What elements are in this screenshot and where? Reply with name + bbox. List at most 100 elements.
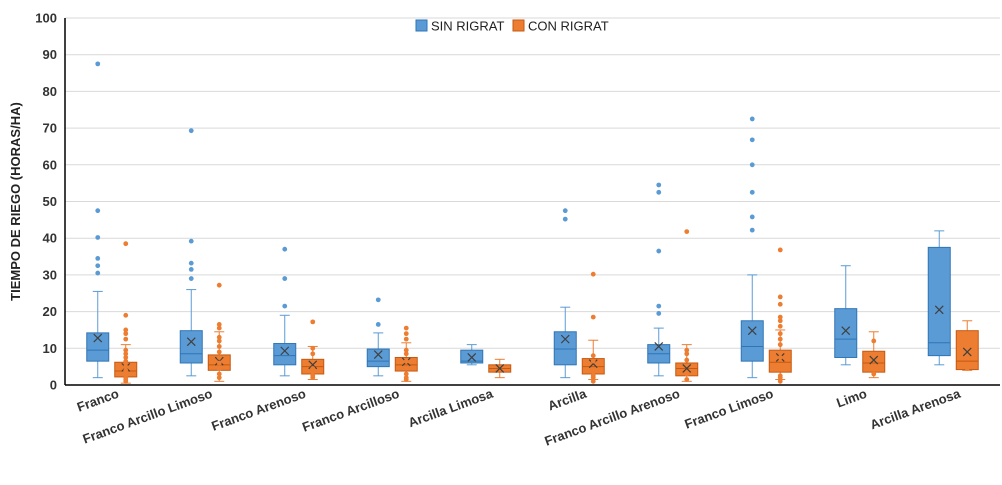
box-sin-rigrat-franco-arcillo-arenoso (647, 182, 671, 377)
mean-marker (962, 347, 972, 357)
outlier-point (310, 369, 316, 375)
outlier-point (403, 336, 409, 342)
outlier-point (590, 369, 596, 375)
outlier-point (95, 263, 101, 269)
outlier-point (95, 235, 101, 240)
outlier-point (964, 338, 970, 344)
gridlines (65, 17, 1000, 349)
box-sin-rigrat-franco-limoso (740, 116, 764, 379)
outlier-point (188, 128, 194, 134)
box-iqr (862, 350, 886, 373)
outlier-point (123, 358, 129, 364)
outlier-point (123, 331, 129, 337)
box-iqr (460, 349, 484, 364)
box-iqr (834, 308, 858, 358)
box-sin-rigrat-limo (834, 265, 858, 366)
mean-marker (588, 359, 598, 369)
outlier-point (188, 238, 194, 244)
y-tick-label: 50 (43, 194, 57, 209)
mean-marker (373, 350, 383, 359)
outlier-point (216, 338, 222, 344)
outlier-point (123, 367, 129, 373)
outlier-point (123, 241, 129, 247)
outlier-point (282, 246, 288, 252)
outlier-point (403, 347, 409, 353)
outlier-point (562, 208, 568, 214)
outlier-point (123, 375, 129, 381)
outlier-point (964, 366, 970, 371)
mean-marker (186, 337, 196, 347)
outlier-point (188, 276, 194, 281)
outlier-point (590, 271, 596, 277)
outlier-point (403, 351, 409, 357)
y-tick-label: 60 (43, 157, 57, 172)
outlier-point (123, 347, 129, 353)
outlier-point (871, 338, 877, 344)
box-iqr (768, 349, 792, 373)
box-sin-rigrat-franco (86, 61, 110, 379)
y-tick-label: 70 (43, 121, 57, 136)
y-tick-label: 30 (43, 267, 57, 282)
outlier-point (749, 189, 755, 195)
outlier-point (777, 294, 783, 300)
outlier-point (777, 355, 783, 360)
outlier-point (777, 373, 783, 379)
outlier-point (684, 229, 690, 234)
outlier-point (282, 276, 288, 281)
box-con-rigrat-franco-limoso (768, 247, 792, 384)
y-tick-label: 90 (43, 47, 57, 62)
y-axis-ticks: 0 10 20 30 40 50 60 70 80 90 100 (35, 11, 57, 393)
mean-marker (308, 360, 318, 370)
outlier-point (777, 323, 783, 329)
outlier-point (403, 371, 409, 377)
outlier-point (95, 270, 101, 276)
outlier-point (310, 373, 316, 379)
x-tick-label: Franco Arcilloso (300, 386, 401, 435)
outlier-point (216, 360, 222, 366)
x-tick-label: Franco Arenoso (209, 386, 307, 434)
box-iqr (394, 356, 418, 372)
y-axis-label: TIEMPO DE RIEGO (HORAS/HA) (8, 102, 23, 301)
box-sin-rigrat-arcilla-limosa (460, 344, 484, 366)
outlier-point (403, 366, 409, 371)
mean-marker (747, 326, 757, 336)
outlier-point (684, 351, 690, 357)
outlier-point (123, 364, 129, 370)
outlier-point (656, 189, 662, 195)
box-sin-rigrat-franco-arcillo-limoso (179, 128, 203, 377)
box-iqr (273, 343, 297, 366)
outlier-point (95, 208, 101, 214)
outlier-point (777, 247, 783, 253)
outlier-point (123, 351, 129, 357)
outlier-point (123, 355, 129, 360)
legend-swatch-sin-rigrat (415, 19, 428, 32)
outlier-point (777, 336, 783, 342)
outlier-point (216, 349, 222, 355)
outlier-point (656, 311, 662, 316)
mean-marker (934, 305, 944, 315)
box-iqr (927, 246, 951, 357)
outlier-point (216, 371, 222, 377)
box-iqr (179, 330, 203, 364)
box-con-rigrat-arcilla-limosa (488, 358, 512, 379)
outlier-point (656, 303, 662, 309)
mean-marker (495, 364, 505, 373)
box-con-rigrat-franco-arcillo-limoso (207, 282, 231, 382)
outlier-point (216, 355, 222, 360)
mean-marker (841, 326, 851, 336)
outlier-point (403, 375, 409, 381)
outlier-point (777, 318, 783, 324)
outlier-point (310, 366, 316, 371)
y-tick-label: 0 (50, 378, 57, 393)
outlier-point (123, 327, 129, 333)
box-iqr (553, 331, 577, 366)
box-iqr (740, 320, 764, 362)
outlier-point (216, 366, 222, 371)
outlier-point (749, 227, 755, 233)
outlier-point (310, 351, 316, 357)
outlier-point (684, 357, 690, 363)
box-sin-rigrat-franco-arcilloso (366, 297, 390, 377)
mean-marker (467, 353, 477, 362)
outlier-point (656, 248, 662, 254)
